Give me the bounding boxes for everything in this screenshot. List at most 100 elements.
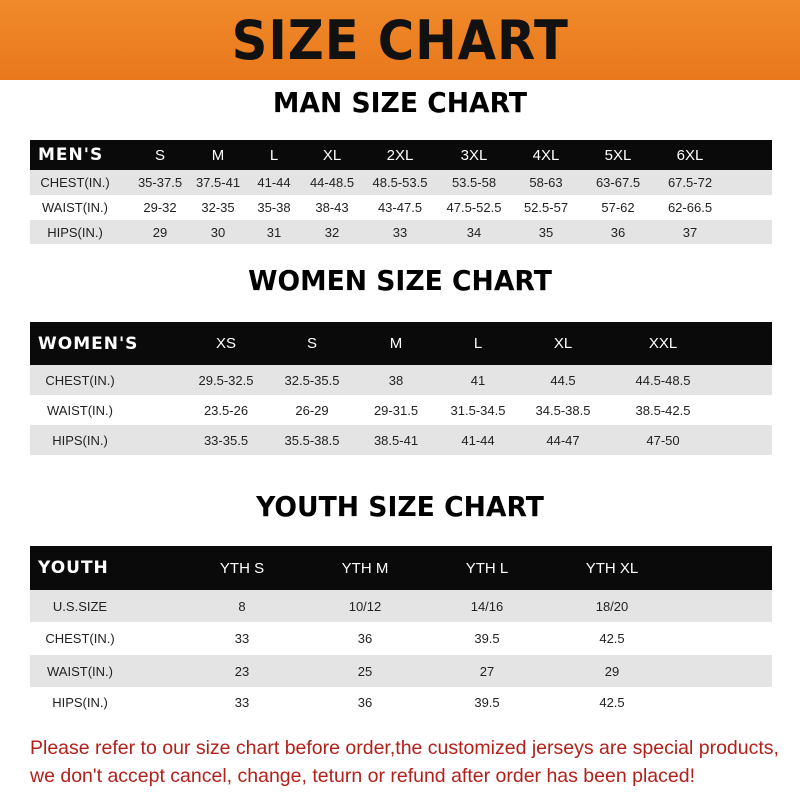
size-value: 32 (324, 224, 340, 240)
size-value: 33 (234, 631, 250, 646)
size-value: 23 (234, 663, 250, 679)
youth-chart-title: YOUTH SIZE CHART (256, 490, 544, 523)
size-value: 34.5-38.5 (535, 402, 591, 418)
size-value: 29-31.5 (373, 402, 419, 418)
footer-line-1: Please refer to our size chart before or… (30, 737, 779, 759)
size-header: XS (215, 335, 237, 352)
size-header: 6XL (676, 146, 704, 164)
men-chart-title: MAN SIZE CHART (272, 86, 528, 119)
size-value: 53.5-58 (451, 175, 497, 190)
measurement-label: WAIST(IN.) (42, 200, 108, 215)
size-value: 25 (357, 663, 373, 679)
size-value: 47-50 (646, 432, 680, 448)
table-row: HIPS(IN.) 33-35.5 35.5-38.5 38.5-41 41-44 44-… (30, 425, 772, 455)
measurement-label: WAIST(IN.) (47, 663, 113, 679)
table-row: WAIST(IN.) 23 25 27 29 (30, 655, 772, 687)
size-header: XXL (648, 335, 678, 352)
size-value: 34 (466, 224, 482, 240)
size-header: M (389, 335, 403, 352)
size-value: 31 (266, 224, 282, 240)
size-value: 38-43 (315, 200, 349, 215)
footer-line-2: we don't accept cancel, change, teturn o… (30, 765, 695, 787)
size-value: 52.5-57 (523, 200, 569, 215)
measurement-label: WAIST(IN.) (47, 402, 113, 418)
table-category-label: WOMEN'S (38, 333, 139, 354)
size-value: 36 (357, 631, 373, 646)
size-value: 35.5-38.5 (284, 432, 340, 448)
size-value: 37 (682, 224, 698, 240)
size-value: 42.5 (599, 631, 625, 646)
size-value: 57-62 (601, 200, 635, 215)
table-row: HIPS(IN.) 29 30 31 32 33 34 35 36 37 (30, 220, 772, 244)
size-value: 44-48.5 (309, 175, 355, 190)
size-value: 38.5-41 (373, 432, 419, 448)
size-value: 48.5-53.5 (372, 175, 428, 190)
size-value: 42.5 (599, 695, 625, 710)
measurement-label: CHEST(IN.) (45, 372, 115, 388)
table-category-label: YOUTH (38, 558, 109, 578)
size-header: YTH M (341, 559, 389, 577)
size-value: 41-44 (461, 432, 495, 448)
table-category-label: MEN'S (38, 145, 104, 165)
size-value: 38 (388, 372, 404, 388)
table-row: CHEST(IN.) 35-37.5 37.5-41 41-44 44-48.5 48.5… (30, 170, 772, 195)
size-value: 30 (210, 224, 226, 240)
size-header: L (269, 146, 279, 164)
size-header: YTH XL (585, 559, 639, 577)
size-value: 39.5 (474, 631, 500, 646)
size-header: 2XL (386, 146, 414, 164)
size-value: 43-47.5 (377, 200, 423, 215)
measurement-label: CHEST(IN.) (45, 631, 115, 646)
size-value: 37.5-41 (195, 175, 241, 190)
size-value: 36 (610, 224, 626, 240)
size-value: 32.5-35.5 (284, 372, 340, 388)
size-value: 10/12 (348, 598, 382, 614)
size-header: YTH L (465, 559, 509, 577)
table-row: WAIST(IN.) 29-32 32-35 35-38 38-43 43-47.5 47.… (30, 195, 772, 220)
measurement-label: U.S.SIZE (52, 598, 108, 614)
footer-notice: Please refer to our size chart before or… (30, 734, 790, 790)
size-value: 23.5-26 (203, 402, 249, 418)
size-value: 63-67.5 (595, 175, 641, 190)
size-value: 31.5-34.5 (450, 402, 506, 418)
size-value: 8 (238, 598, 246, 614)
size-value: 41 (470, 372, 486, 388)
size-header: S (306, 335, 318, 352)
size-value: 36 (357, 695, 373, 710)
table-row: HIPS(IN.) 33 36 39.5 42.5 (30, 687, 772, 718)
size-value: 58-63 (529, 175, 563, 190)
size-value: 62-66.5 (667, 200, 713, 215)
size-header: YTH S (219, 559, 265, 577)
size-value: 32-35 (201, 200, 235, 215)
size-value: 33-35.5 (203, 432, 249, 448)
title-banner: SIZE CHART (0, 0, 800, 80)
size-value: 14/16 (470, 598, 504, 614)
size-header: L (473, 335, 483, 352)
size-value: 47.5-52.5 (446, 200, 502, 215)
size-header: S (154, 146, 166, 164)
size-value: 33 (392, 224, 408, 240)
table-row: U.S.SIZE 8 10/12 14/16 18/20 (30, 590, 772, 622)
size-header: 4XL (532, 146, 560, 164)
measurement-label: HIPS(IN.) (52, 432, 108, 448)
table-header-row: WOMEN'S XS S M L XL XXL (30, 322, 772, 365)
size-value: 29 (152, 224, 168, 240)
size-header: 5XL (604, 146, 632, 164)
size-value: 35-37.5 (137, 175, 183, 190)
size-header: 3XL (460, 146, 488, 164)
size-value: 41-44 (257, 175, 291, 190)
size-value: 29.5-32.5 (198, 372, 254, 388)
measurement-label: HIPS(IN.) (47, 224, 103, 240)
size-header: XL (553, 335, 573, 352)
size-value: 26-29 (295, 402, 329, 418)
size-value: 35 (538, 224, 554, 240)
table-row: CHEST(IN.) 33 36 39.5 42.5 (30, 622, 772, 655)
size-value: 67.5-72 (667, 175, 713, 190)
size-value: 44.5-48.5 (635, 372, 691, 388)
table-header-row: MEN'S S M L XL 2XL 3XL 4XL 5XL 6XL (30, 140, 772, 170)
table-row: WAIST(IN.) 23.5-26 26-29 29-31.5 31.5-34.5 34… (30, 395, 772, 425)
size-value: 44-47 (546, 432, 580, 448)
size-value: 44.5 (550, 372, 576, 388)
size-header: XL (322, 146, 342, 164)
size-value: 18/20 (595, 598, 629, 614)
